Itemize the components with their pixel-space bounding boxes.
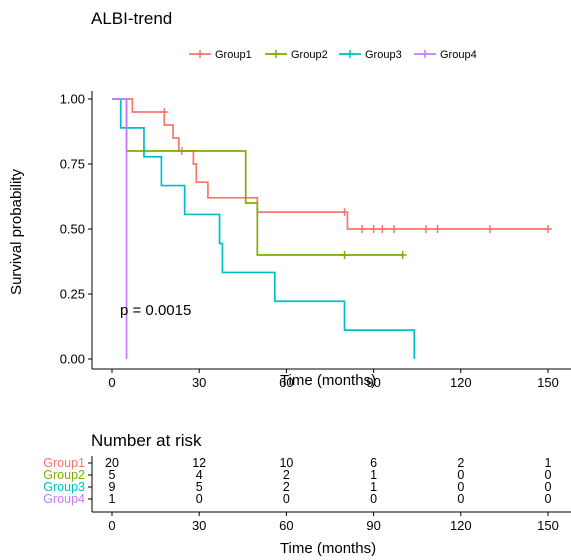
censor-mark xyxy=(544,225,552,233)
risk-cell: 10 xyxy=(279,456,293,470)
censor-mark xyxy=(340,208,349,217)
series-group3 xyxy=(112,98,416,359)
risk-cell: 5 xyxy=(109,468,116,482)
risk-table-title: Number at risk xyxy=(91,431,202,450)
risk-cell: 1 xyxy=(370,480,377,494)
risk-cell: 0 xyxy=(545,468,552,482)
legend-label: Group3 xyxy=(365,49,402,61)
risk-cell: 1 xyxy=(109,492,116,506)
x-tick-label: 90 xyxy=(366,375,380,390)
legend-swatch-cross xyxy=(272,50,280,58)
censor-mark xyxy=(357,225,366,233)
survival-curve xyxy=(112,98,416,359)
censor-mark xyxy=(340,251,349,259)
legend-item: Group1 xyxy=(189,49,252,61)
legend-swatch-cross xyxy=(421,50,429,58)
risk-cell: 1 xyxy=(545,456,552,470)
censor-mark xyxy=(160,108,169,116)
risk-cell: 0 xyxy=(370,492,377,506)
x-tick-label: 0 xyxy=(108,375,115,390)
p-value-annotation: p = 0.0015 xyxy=(120,302,191,319)
y-tick-label: 0.75 xyxy=(60,157,85,172)
risk-row-label: Group1 xyxy=(43,456,85,470)
risk-x-tick-label: 0 xyxy=(108,518,115,533)
risk-row-label: Group3 xyxy=(43,480,85,494)
risk-cell: 9 xyxy=(109,480,116,494)
plot-series xyxy=(112,98,552,359)
risk-row-label: Group2 xyxy=(43,468,85,482)
risk-cell: 2 xyxy=(283,480,290,494)
censor-mark xyxy=(398,251,407,259)
y-tick-label: 0.00 xyxy=(60,352,85,367)
chart-title: ALBI-trend xyxy=(91,9,172,28)
risk-cell: 0 xyxy=(196,492,203,506)
censor-mark xyxy=(485,225,494,233)
risk-table-x-axis-label: Time (months) xyxy=(280,540,376,557)
risk-cell: 6 xyxy=(370,456,377,470)
y-axis-label: Survival probability xyxy=(8,169,25,295)
survival-curve xyxy=(112,98,403,256)
censor-mark xyxy=(433,225,442,233)
legend-label: Group1 xyxy=(215,49,252,61)
x-tick-label: 120 xyxy=(450,375,472,390)
series-group2 xyxy=(112,98,407,259)
censor-mark xyxy=(369,225,378,233)
risk-x-tick-label: 90 xyxy=(366,518,380,533)
risk-x-tick-label: 30 xyxy=(192,518,206,533)
legend-swatch-cross xyxy=(196,50,204,58)
censor-mark xyxy=(389,225,398,233)
risk-cell: 0 xyxy=(457,480,464,494)
y-tick-label: 1.00 xyxy=(60,92,85,107)
risk-cell: 2 xyxy=(283,468,290,482)
series-group4 xyxy=(112,98,128,359)
x-tick-label: 150 xyxy=(537,375,559,390)
x-tick-label: 30 xyxy=(192,375,206,390)
risk-x-tick-label: 120 xyxy=(450,518,472,533)
legend-label: Group2 xyxy=(291,49,328,61)
risk-cell: 12 xyxy=(192,456,206,470)
risk-cell: 0 xyxy=(545,492,552,506)
plot-axes: 0.00 0.25 0.50 0.75 1.00 0 30 60 90 120 150 xyxy=(60,91,571,390)
legend-label: Group4 xyxy=(440,49,477,61)
risk-x-tick-label: 150 xyxy=(537,518,559,533)
risk-cell: 1 xyxy=(370,468,377,482)
risk-cell: 2 xyxy=(457,456,464,470)
risk-cell: 0 xyxy=(283,492,290,506)
survival-curve xyxy=(112,98,548,230)
censor-mark xyxy=(421,225,430,233)
y-tick-label: 0.25 xyxy=(60,287,85,302)
risk-cell: 0 xyxy=(457,492,464,506)
risk-cell: 5 xyxy=(196,480,203,494)
survival-curve xyxy=(112,98,128,359)
legend-item: Group3 xyxy=(339,49,402,61)
legend-item: Group2 xyxy=(265,49,328,61)
legend: Group1 Group2 Group3 Group4 xyxy=(189,49,477,61)
censor-mark xyxy=(378,225,387,233)
x-axis-label: Time (months) xyxy=(280,372,376,389)
risk-cell: 0 xyxy=(457,468,464,482)
legend-swatch-cross xyxy=(346,50,354,58)
y-tick-label: 0.50 xyxy=(60,222,85,237)
risk-row-label: Group4 xyxy=(43,492,85,506)
x-tick-label: 60 xyxy=(279,375,293,390)
risk-x-tick-label: 60 xyxy=(279,518,293,533)
risk-cell: 20 xyxy=(105,456,119,470)
risk-cell: 4 xyxy=(196,468,203,482)
series-group1 xyxy=(112,98,552,233)
risk-cell: 0 xyxy=(545,480,552,494)
legend-item: Group4 xyxy=(414,49,477,61)
